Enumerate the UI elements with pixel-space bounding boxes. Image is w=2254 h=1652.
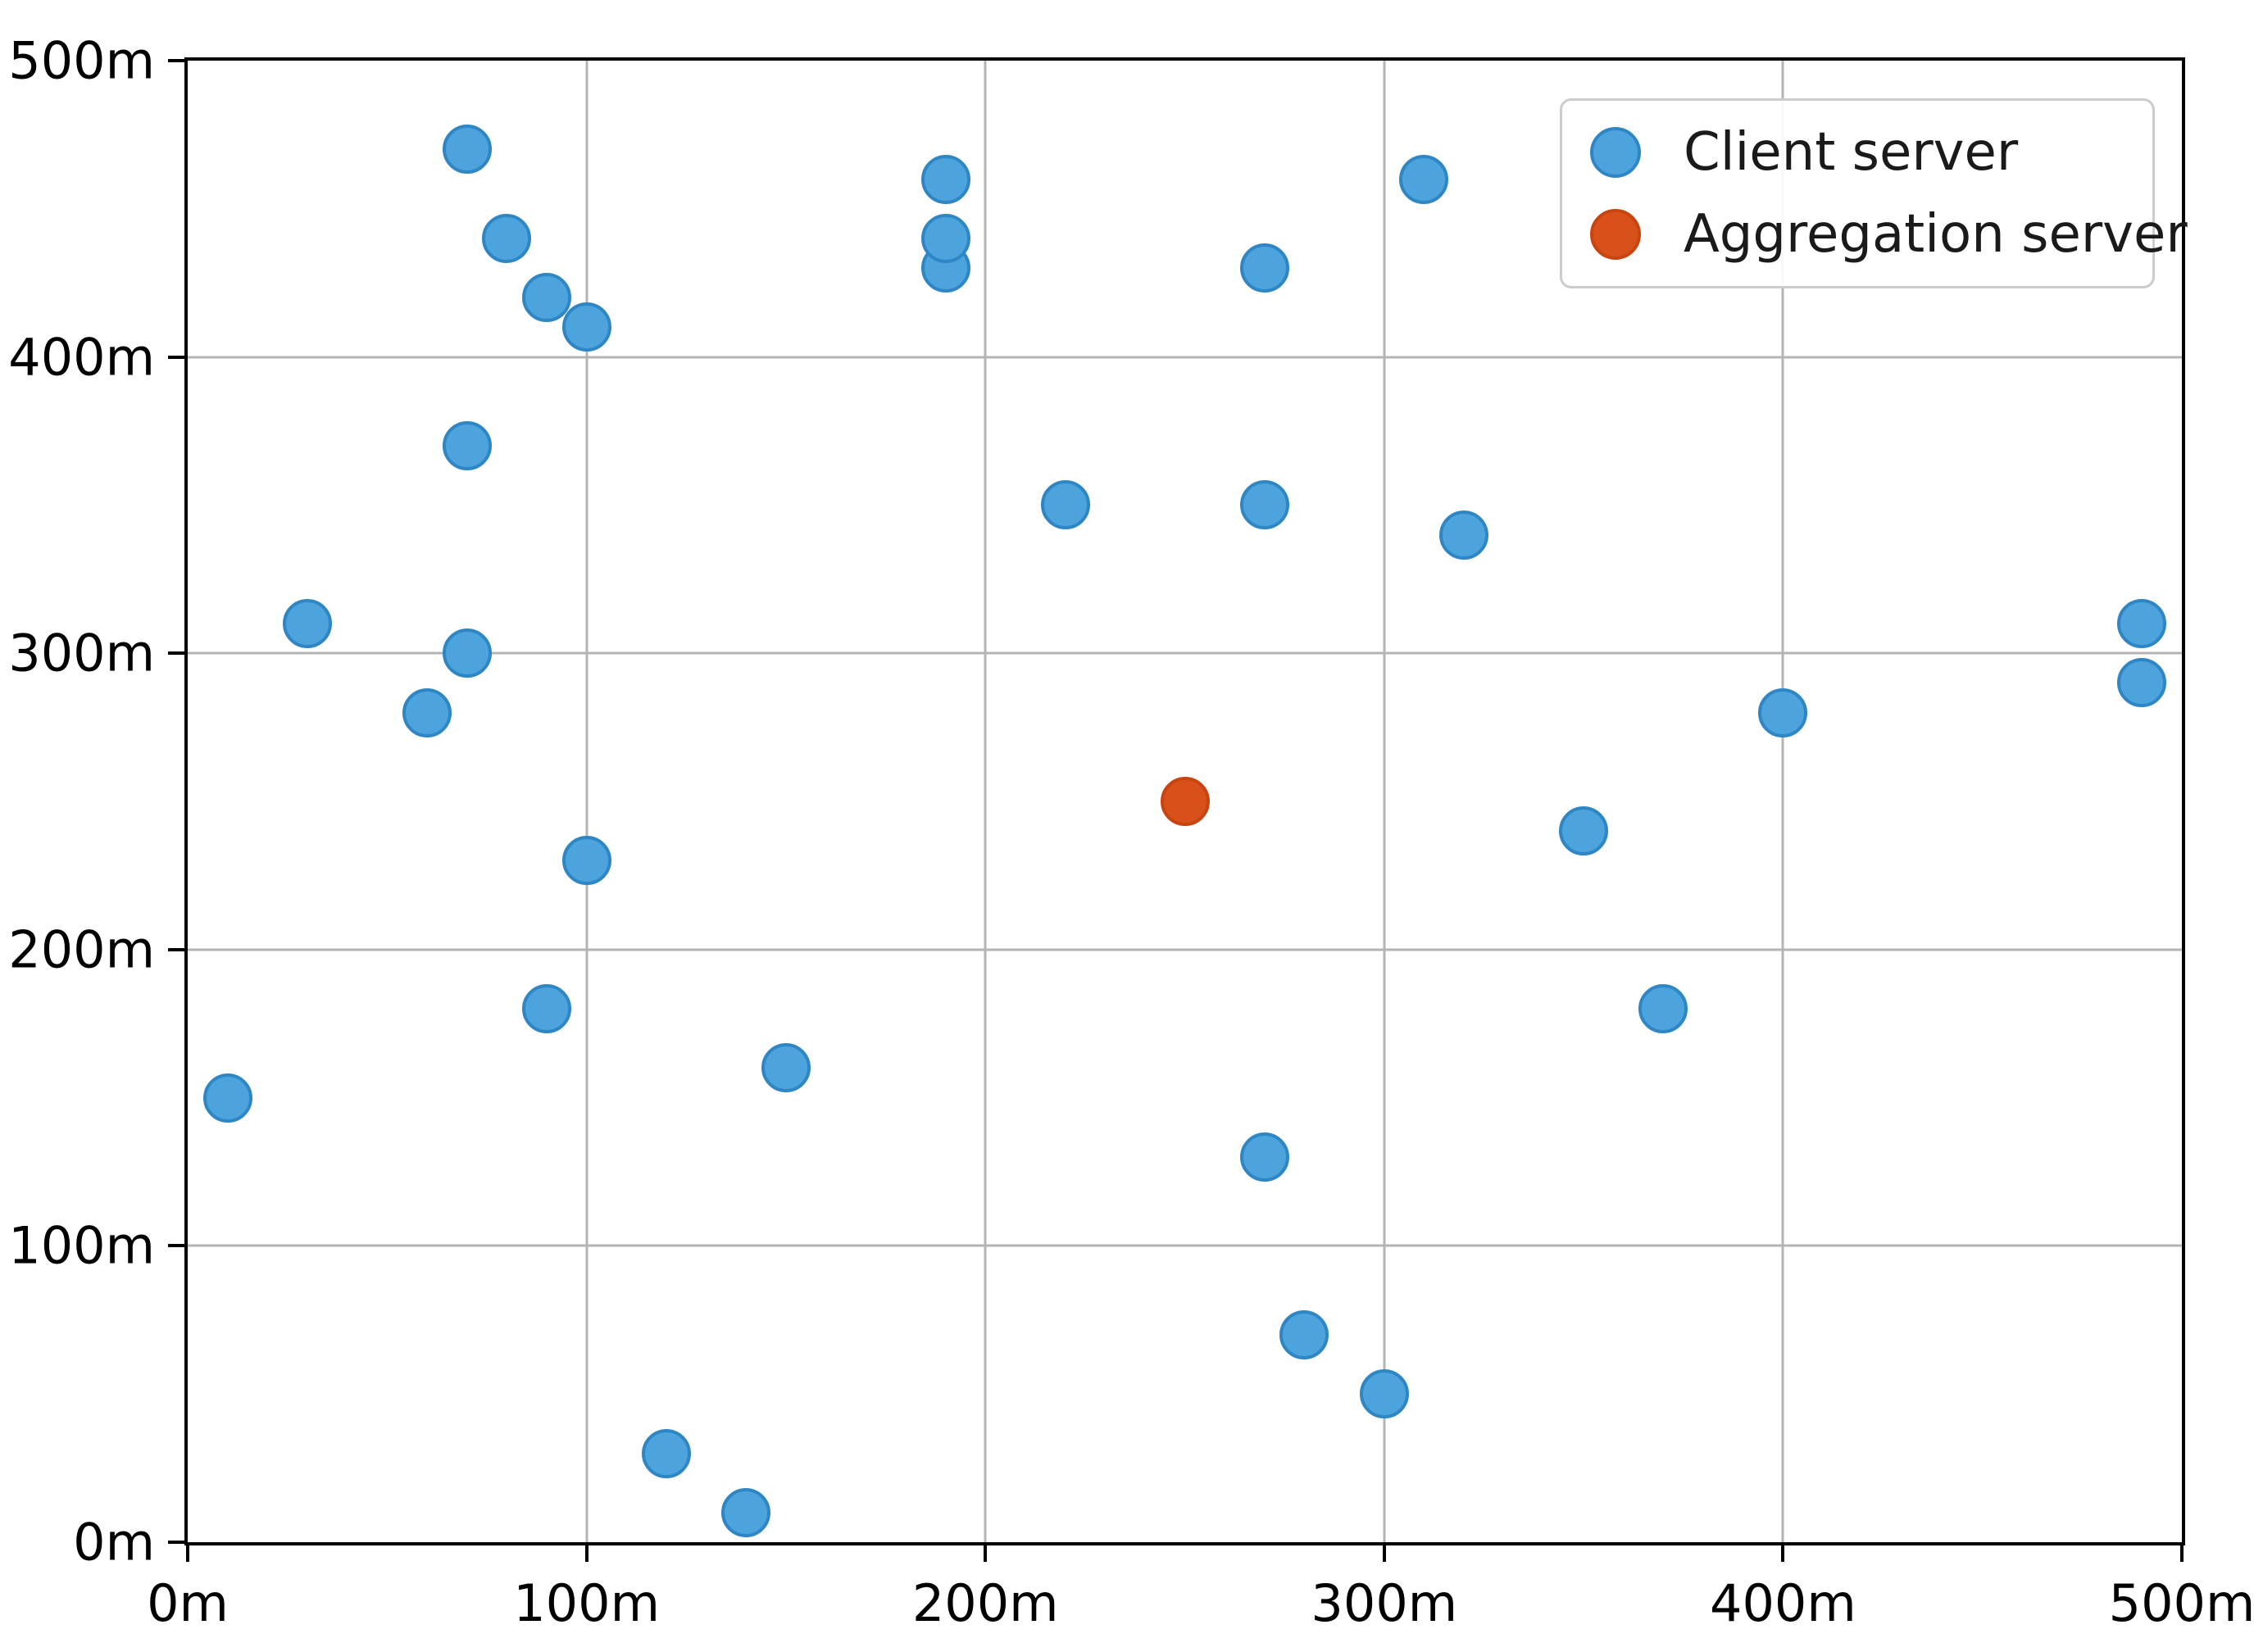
client-server-point: [1359, 1369, 1409, 1419]
client-server-point: [482, 213, 532, 263]
y-gridline: [188, 1244, 2182, 1247]
client-server-point: [1239, 480, 1289, 530]
client-server-point: [561, 302, 611, 352]
client-server-point: [521, 273, 571, 323]
y-tick-mark: [168, 1244, 184, 1248]
client-server-point: [442, 629, 492, 678]
client-server-point: [282, 599, 332, 649]
y-tick-mark: [168, 651, 184, 656]
x-gridline: [984, 61, 987, 1542]
y-tick-label: 0m: [73, 1512, 155, 1573]
y-gridline: [188, 651, 2182, 655]
client-server-point: [1399, 154, 1449, 204]
client-server-point: [402, 688, 452, 738]
client-server-point: [1279, 1309, 1329, 1359]
y-tick-label: 500m: [8, 30, 155, 91]
x-tick-label: 0m: [147, 1573, 229, 1633]
y-gridline: [188, 356, 2182, 359]
x-tick-label: 100m: [513, 1573, 660, 1633]
x-tick-label: 300m: [1311, 1573, 1458, 1633]
client-server-point: [920, 213, 970, 263]
client-server-point: [2117, 658, 2167, 708]
client-server-legend-marker-icon: [1590, 127, 1641, 178]
legend-entry-client-server: Client server: [1590, 122, 2128, 183]
client-server-point: [1040, 480, 1090, 530]
client-server-point: [641, 1428, 691, 1478]
x-tick-mark: [186, 1545, 189, 1562]
y-tick-label: 400m: [8, 327, 155, 388]
y-tick-mark: [168, 355, 184, 359]
legend-label-aggregation-server: Aggregation server: [1684, 204, 2188, 265]
client-server-point: [1758, 688, 1808, 738]
client-server-point: [721, 1487, 771, 1537]
y-tick-label: 300m: [8, 623, 155, 683]
client-server-point: [1559, 806, 1609, 856]
x-tick-mark: [1781, 1545, 1785, 1562]
client-server-point: [1239, 1132, 1289, 1182]
y-tick-mark: [168, 947, 184, 951]
y-tick-mark: [168, 1541, 184, 1544]
client-server-point: [442, 125, 492, 175]
x-gridline: [1383, 61, 1386, 1542]
client-server-point: [1439, 510, 1489, 560]
y-tick-label: 100m: [8, 1215, 155, 1276]
client-server-point: [761, 1043, 811, 1093]
client-server-point: [2117, 599, 2167, 649]
client-server-point: [1638, 984, 1688, 1034]
x-gridline: [585, 61, 588, 1542]
x-tick-mark: [2180, 1545, 2184, 1562]
y-tick-label: 200m: [8, 919, 155, 980]
y-gridline: [188, 948, 2182, 951]
x-tick-label: 500m: [2108, 1573, 2254, 1633]
aggregation-server-point: [1160, 777, 1210, 826]
x-tick-label: 400m: [1710, 1573, 1856, 1633]
x-tick-mark: [984, 1545, 988, 1562]
x-tick-mark: [584, 1545, 588, 1562]
aggregation-server-legend-marker-icon: [1590, 209, 1641, 260]
legend: Client server Aggregation server: [1560, 98, 2188, 288]
client-server-point: [1239, 243, 1289, 293]
x-tick-mark: [1382, 1545, 1386, 1562]
client-server-point: [202, 1073, 252, 1123]
plot-area: Client server Aggregation server: [184, 57, 2188, 1545]
legend-entry-aggregation-server: Aggregation server: [1590, 204, 2188, 265]
y-tick-mark: [168, 59, 184, 62]
client-server-point: [561, 836, 611, 886]
client-server-point: [521, 984, 571, 1034]
x-gridline: [1781, 61, 1784, 1542]
x-tick-label: 200m: [911, 1573, 1059, 1633]
client-server-point: [920, 154, 970, 204]
legend-label-client-server: Client server: [1684, 122, 2019, 183]
client-server-point: [442, 421, 492, 471]
